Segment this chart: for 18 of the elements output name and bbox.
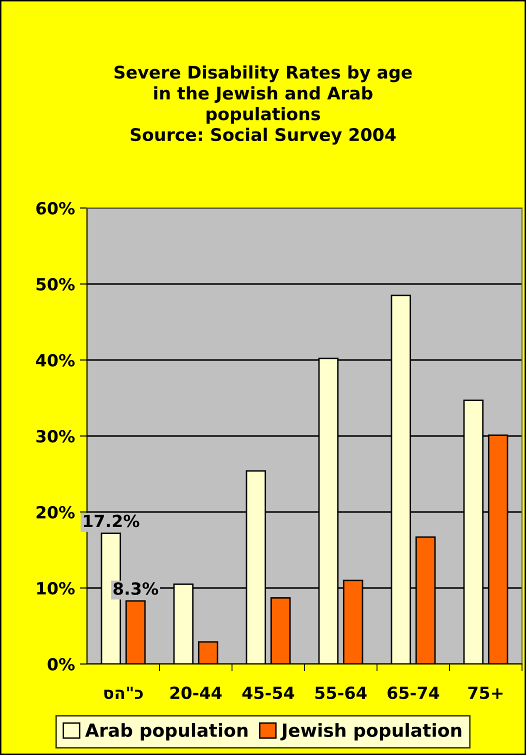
x-tick-label: 45-54 [242, 686, 294, 700]
data-label: 8.3% [113, 582, 158, 595]
y-tick-label: 10% [37, 582, 75, 595]
x-tick-label: 55-64 [315, 686, 367, 700]
legend-label: Arab population [85, 723, 248, 741]
x-tick-label: סה"כ [104, 686, 143, 700]
y-tick-label: 20% [36, 506, 75, 519]
y-tick-label: 30% [36, 430, 75, 443]
data-label: 17.2% [84, 514, 140, 528]
y-tick-label: 40% [36, 354, 75, 367]
y-tick-label: 0% [48, 658, 75, 671]
x-tick-label: 75+ [468, 686, 503, 700]
y-tick-label: 50% [36, 278, 75, 291]
chart-title: Severe Disability Rates by age in the Jewish and Arab populations Source: Social Survey 2004 [114, 65, 412, 145]
x-tick-label: 20-44 [170, 686, 222, 700]
legend-label: Jewish population [280, 723, 462, 741]
y-tick-label: 60% [36, 202, 75, 215]
x-tick-label: 65-74 [388, 686, 440, 700]
